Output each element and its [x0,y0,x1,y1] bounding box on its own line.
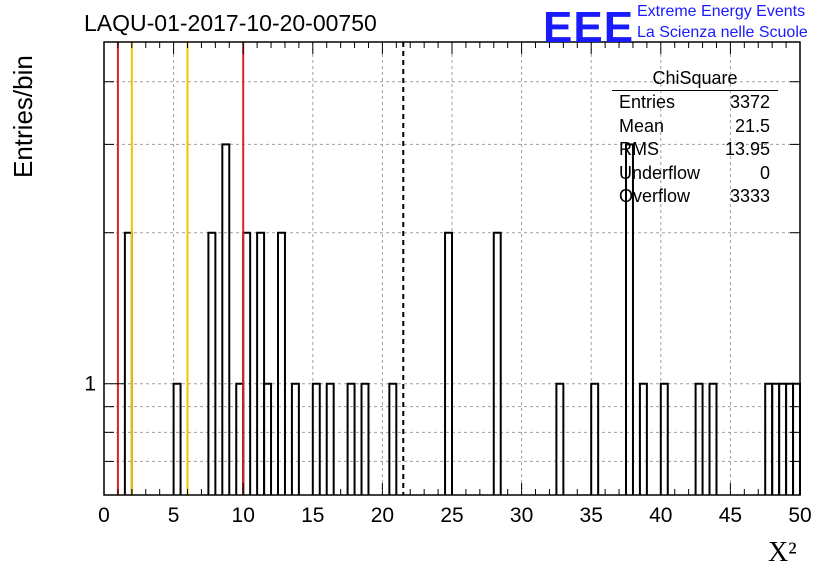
x-tick-label: 25 [440,504,463,527]
histogram-bin [792,382,801,495]
histogram-bin [492,231,502,495]
histogram-bin [659,382,669,495]
stats-label: Mean [619,115,665,136]
histogram-bin [263,382,273,495]
histogram-bin [325,382,335,495]
histogram-bin [207,231,217,495]
stats-row-rms: RMS 13.95 [612,138,778,162]
histogram-bin [172,382,182,495]
y-axis-label: Entries/bin [8,55,38,178]
stats-value: 3372 [729,92,770,112]
histogram-bin [555,382,565,495]
x-tick-label: 10 [232,504,255,527]
histogram-bin [694,382,704,495]
histogram-bin [785,382,795,495]
stats-value: 13.95 [724,139,770,159]
histogram-bin [221,143,231,495]
histogram-bin [778,382,788,495]
x-tick-label: 30 [510,504,533,527]
histogram-bin [123,231,133,495]
x-tick-label: 5 [168,504,180,527]
stats-label: Entries [619,92,676,112]
histogram-bin [277,231,286,495]
x-tick-label: 0 [98,504,110,527]
histogram-bin [638,382,648,495]
y-tick-label: 1 [84,373,96,396]
stats-row-underflow: Underflow 0 [612,162,778,186]
stats-label: Overflow [619,186,691,206]
histogram-bin [764,382,774,495]
x-axis-label: X² [768,537,797,568]
histogram-bin [346,382,356,495]
histogram-bin [311,382,321,495]
histogram-bin [444,231,453,495]
stats-box-title: ChiSquare [612,68,778,91]
histogram-bin [708,382,718,495]
stats-row-mean: Mean 21.5 [612,115,778,139]
stats-value: 3333 [729,186,770,206]
stats-row-entries: Entries 3372 [612,91,778,115]
logo-subtitle-line2: La Scienza nelle Scuole [637,24,808,41]
histogram-bin [242,231,252,495]
x-tick-label: 20 [371,504,394,527]
histogram-bin [360,382,370,495]
x-tick-label: 40 [649,504,672,527]
chart-title: LAQU-01-2017-10-20-00750 [84,10,377,36]
stats-value: 0 [759,162,770,183]
eee-logo: EEE [543,3,635,52]
x-tick-label: 45 [719,504,742,527]
stats-label: RMS [619,139,659,159]
stats-label: Underflow [619,162,701,183]
x-tick-label: 50 [788,504,811,527]
x-tick-label: 15 [301,504,324,527]
stats-row-overflow: Overflow 3333 [612,185,778,209]
histogram-bin [771,382,781,495]
histogram-bin [590,382,600,495]
x-tick-label: 35 [580,504,603,527]
stats-box: ChiSquare Entries 3372 Mean 21.5 RMS 13.… [612,68,778,209]
histogram-bin [625,143,634,495]
histogram-bin [235,382,245,495]
histogram-bin [290,382,300,495]
logo-subtitle-line1: Extreme Energy Events [637,3,806,20]
histogram-bin [388,382,398,495]
histogram-bin [256,231,266,495]
stats-value: 21.5 [734,115,770,136]
